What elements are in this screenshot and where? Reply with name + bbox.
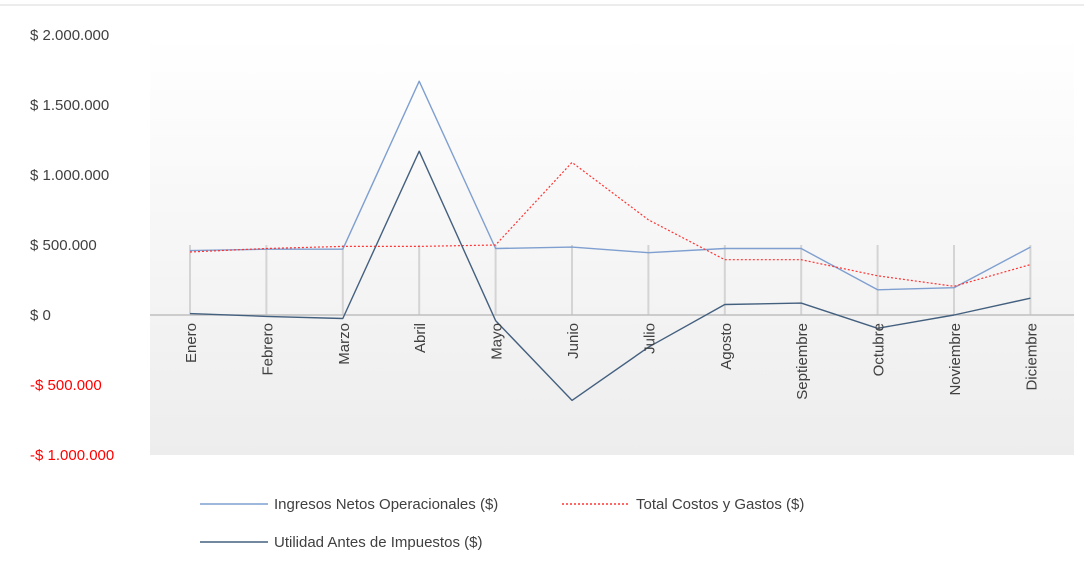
series-line-2 [189, 161, 1031, 287]
grid-lines [150, 245, 1074, 316]
legend-label-1: Ingresos Netos Operacionales ($) [274, 496, 498, 513]
y-tick-label: $ 500.000 [30, 237, 97, 254]
x-tick-label: Agosto [718, 323, 735, 370]
y-tick-label: -$ 500.000 [30, 377, 102, 394]
x-tick-label: Julio [641, 323, 658, 354]
x-tick-label: Junio [565, 323, 582, 359]
series-lines [189, 80, 1031, 402]
x-axis: Enero Febrero Marzo Abril Mayo Junio Julio Agos… [183, 323, 1040, 400]
x-tick-label: Mayo [489, 323, 506, 360]
x-tick-label: Noviembre [947, 323, 964, 396]
legend-label-3: Utilidad Antes de Impuestos ($) [274, 534, 482, 551]
series-line-1 [189, 80, 1031, 291]
y-axis: $ 2.000.000 $ 1.500.000 $ 1.000.000 $ 500.0… [30, 27, 114, 464]
x-tick-label: Diciembre [1023, 323, 1040, 391]
y-tick-label: $ 2.000.000 [30, 27, 109, 44]
series-line-3 [189, 150, 1031, 402]
plot-area [150, 35, 1074, 455]
legend: Ingresos Netos Operacionales ($) Total Co… [200, 496, 804, 551]
x-tick-label: Febrero [259, 323, 276, 376]
x-tick-label: Marzo [336, 323, 353, 365]
x-tick-label: Septiembre [794, 323, 811, 400]
y-tick-label: -$ 1.000.000 [30, 447, 114, 464]
x-tick-label: Octubre [871, 323, 888, 376]
y-tick-label: $ 1.500.000 [30, 97, 109, 114]
legend-label-2: Total Costos y Gastos ($) [636, 496, 804, 513]
y-tick-label: $ 1.000.000 [30, 167, 109, 184]
y-tick-label: $ 0 [30, 307, 51, 324]
x-tick-label: Enero [183, 323, 200, 363]
x-tick-label: Abril [412, 323, 429, 353]
